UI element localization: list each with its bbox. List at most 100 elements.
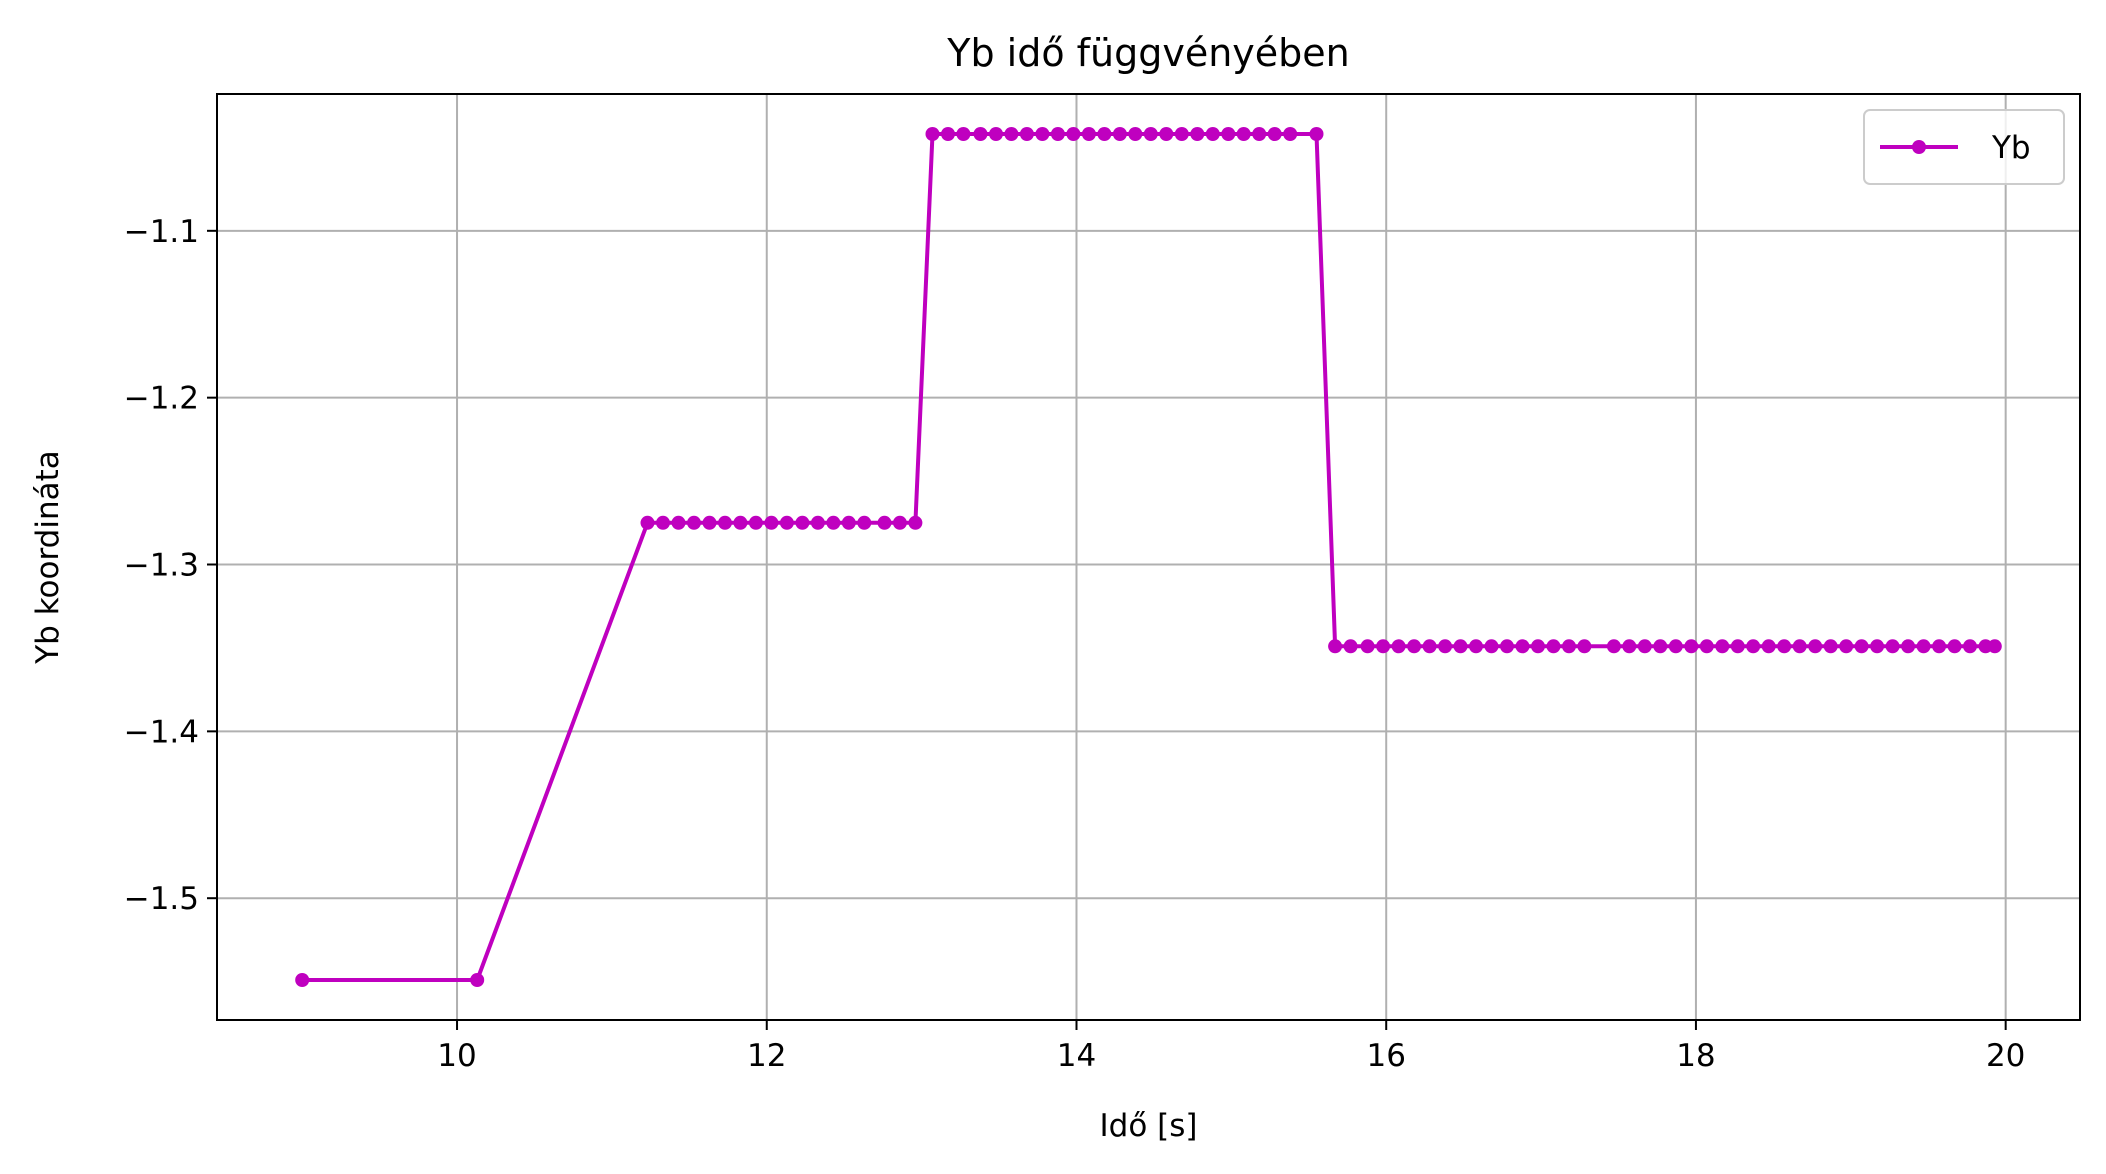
data-point: [1283, 127, 1298, 141]
plot-frame: [216, 93, 2081, 1021]
data-point: [1562, 639, 1576, 654]
data-point: [1391, 639, 1406, 654]
data-point: [1159, 127, 1174, 141]
data-point: [1174, 127, 1189, 141]
data-point: [1792, 639, 1807, 654]
data-point: [1653, 639, 1668, 654]
data-point: [1932, 639, 1947, 654]
data-point: [1823, 639, 1838, 654]
data-point: [973, 127, 988, 141]
data-point: [1376, 639, 1391, 654]
x-tick-label: 20: [1986, 1038, 2025, 1074]
data-point: [1252, 127, 1267, 141]
data-point: [956, 127, 971, 141]
data-point: [1916, 639, 1931, 654]
data-point: [1469, 639, 1483, 654]
data-point: [718, 515, 732, 530]
data-point: [1730, 639, 1745, 654]
legend-marker-sample: [1912, 140, 1926, 154]
data-point: [1438, 639, 1453, 654]
data-point: [989, 127, 1003, 141]
x-tick-label: 12: [747, 1038, 786, 1074]
series-layer: [295, 127, 2002, 987]
data-point: [925, 127, 940, 141]
data-point: [1128, 127, 1143, 141]
data-point: [1019, 127, 1034, 141]
data-point: [1035, 127, 1050, 141]
x-tick-label: 10: [437, 1038, 476, 1074]
data-point: [1885, 639, 1900, 654]
y-tick-label: −1.1: [124, 214, 199, 250]
data-point: [1309, 127, 1324, 141]
data-point: [795, 515, 810, 530]
data-point: [1453, 639, 1468, 654]
legend: Yb: [1863, 109, 2065, 185]
data-point: [1066, 127, 1081, 141]
legend-label-yb: Yb: [1991, 130, 2031, 166]
data-point: [1484, 639, 1499, 654]
data-point: [1097, 127, 1112, 141]
data-point: [1622, 639, 1637, 654]
data-point: [687, 515, 701, 530]
data-point: [702, 515, 717, 530]
data-point: [841, 515, 856, 530]
grid-layer: [217, 94, 2080, 1020]
data-point: [733, 515, 748, 530]
tick-layer: 10 12 14 16 18 20 −1.5 −1.4 −1.3 −1.2 −1.1: [124, 214, 2026, 1074]
x-axis-label: Idő [s]: [1100, 1108, 1198, 1144]
data-point: [1746, 639, 1761, 654]
data-point: [1684, 639, 1699, 654]
data-point: [1839, 639, 1854, 654]
data-point: [1761, 639, 1776, 654]
data-point: [877, 515, 892, 530]
x-tick-label: 14: [1057, 1038, 1096, 1074]
data-point: [1531, 639, 1545, 654]
data-point: [1050, 127, 1065, 141]
data-point: [1808, 639, 1823, 654]
data-point: [1221, 127, 1236, 141]
chart-title: Yb idő függvényében: [946, 31, 1350, 75]
data-point: [810, 515, 825, 530]
data-point: [1546, 639, 1561, 654]
data-point: [1963, 639, 1977, 654]
legend-box: [1863, 109, 2065, 185]
series-line-yb: [302, 132, 1995, 982]
y-tick-label: −1.2: [124, 381, 199, 417]
data-point: [1854, 639, 1869, 654]
data-point: [470, 973, 485, 987]
data-point: [1699, 639, 1714, 654]
x-tick-label: 18: [1676, 1038, 1715, 1074]
data-point: [1407, 639, 1422, 654]
data-point: [1343, 639, 1358, 654]
y-tick-label: −1.5: [124, 881, 199, 917]
data-point: [908, 515, 923, 530]
data-point: [1777, 639, 1792, 654]
data-point: [1360, 639, 1375, 654]
data-point: [640, 515, 655, 530]
data-point: [857, 515, 872, 530]
data-point: [892, 515, 907, 530]
data-point: [1267, 127, 1282, 141]
data-point: [656, 515, 670, 530]
data-point: [1577, 639, 1592, 654]
data-point: [1901, 639, 1916, 654]
data-point: [671, 515, 686, 530]
data-point: [1190, 127, 1205, 141]
y-axis-label: Yb koordináta: [30, 450, 66, 665]
data-point: [941, 127, 955, 141]
data-point: [1668, 639, 1683, 654]
data-point: [748, 515, 763, 530]
data-point: [1606, 639, 1621, 654]
data-point: [1328, 639, 1343, 654]
data-point: [1236, 127, 1251, 141]
x-tick-label: 16: [1366, 1038, 1405, 1074]
data-point: [1081, 127, 1096, 141]
data-point: [764, 515, 779, 530]
data-point: [1515, 639, 1530, 654]
data-point: [1112, 127, 1127, 141]
data-point: [1637, 639, 1652, 654]
data-point: [1143, 127, 1158, 141]
